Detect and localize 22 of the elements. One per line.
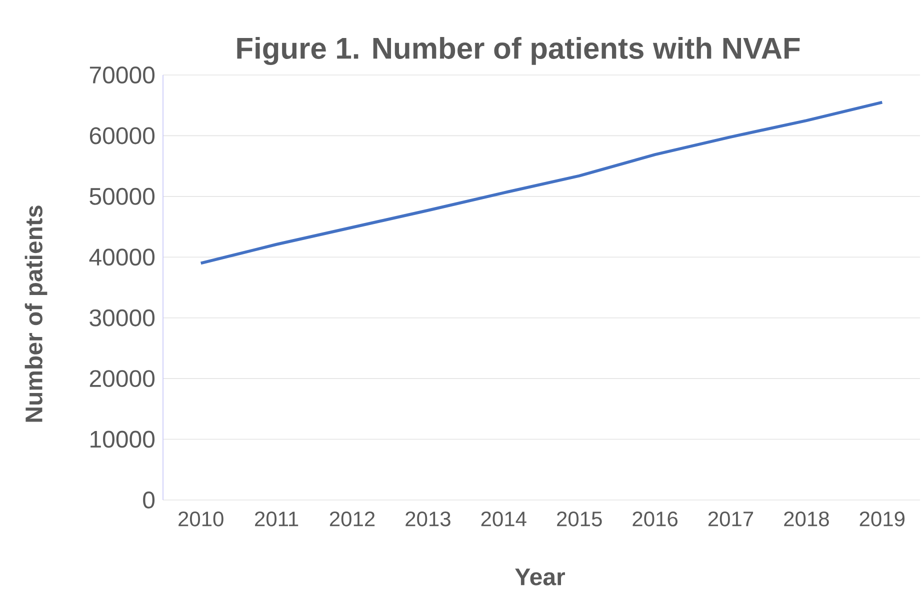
x-tick-label: 2011: [255, 512, 298, 526]
x-tick-label: 2010: [178, 512, 224, 526]
x-tick-label: 2012: [330, 512, 375, 526]
x-tick-label: 2019: [860, 512, 905, 526]
x-tick-label: 2013: [406, 512, 450, 526]
x-tick-label: 2015: [557, 512, 602, 526]
y-tick-label: 0: [143, 492, 155, 508]
y-tick-label: 50000: [90, 188, 155, 205]
y-axis-title: Number of patients: [24, 206, 48, 422]
x-tick-label: 2018: [784, 512, 829, 526]
x-tick-label: 2017: [708, 512, 754, 526]
line-series: [199, 100, 884, 265]
y-tick-label: 60000: [90, 127, 155, 144]
y-tick-label: 30000: [90, 309, 155, 326]
x-tick-label: 2016: [632, 512, 678, 526]
x-tick-label: 2014: [481, 512, 526, 526]
y-tick-label: 70000: [90, 66, 155, 84]
y-tick-label: 20000: [90, 370, 155, 388]
x-axis-title: Year: [515, 568, 565, 586]
y-tick-label: 10000: [90, 430, 155, 448]
chart-title: Figure 1. Number of patients with NVAF: [237, 36, 800, 66]
y-tick-label: 40000: [89, 248, 155, 266]
